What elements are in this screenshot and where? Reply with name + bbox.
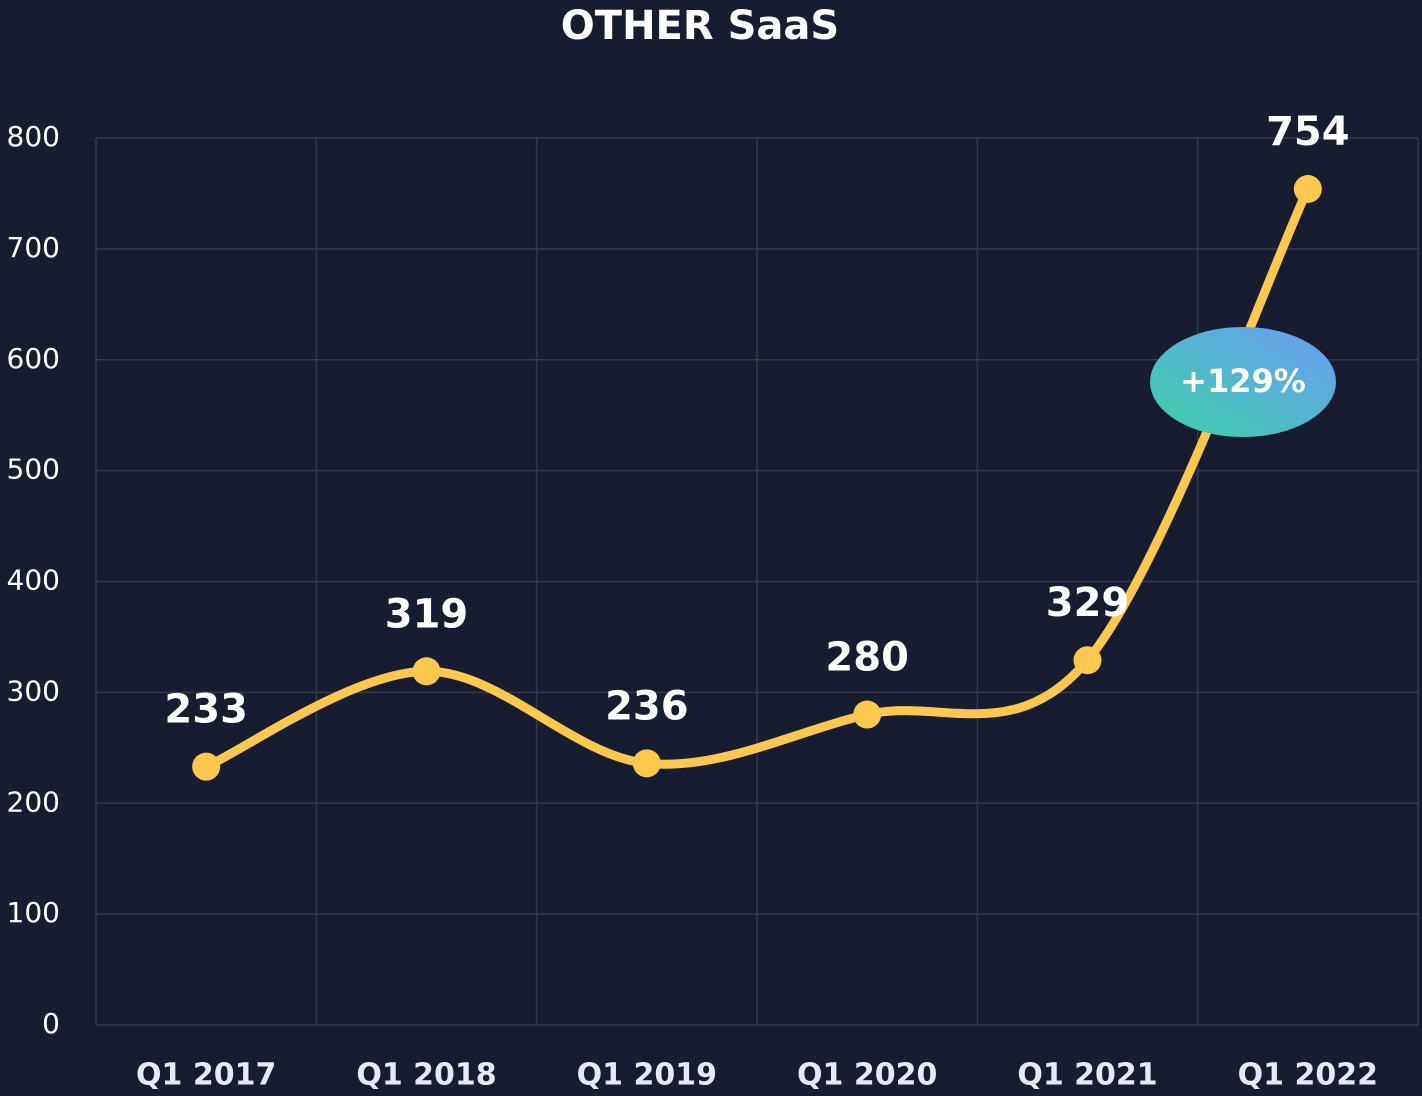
y-tick-label: 700 [7,231,60,264]
x-tick-label: Q1 2022 [1238,1058,1378,1093]
chart-title: OTHER SaaS [561,3,839,49]
y-tick-label: 0 [42,1007,60,1040]
data-label: 280 [825,635,909,681]
point [1073,646,1102,675]
x-tick-label: Q1 2019 [577,1058,717,1093]
y-tick-label: 600 [7,342,60,375]
y-tick-label: 200 [7,785,60,818]
y-tick-label: 500 [7,453,60,486]
y-tick-label: 800 [7,120,60,153]
data-label: 233 [164,687,248,733]
point [1293,175,1322,204]
point [412,657,441,686]
x-tick-label: Q1 2017 [136,1058,276,1093]
point [192,752,221,781]
data-label: 236 [605,683,689,729]
y-tick-label: 300 [7,674,60,707]
annotation-bubble [1150,327,1336,437]
data-label: 754 [1266,109,1350,155]
data-label: 319 [385,591,469,637]
data-label: 329 [1046,580,1130,626]
point [632,749,661,778]
point [853,700,882,729]
y-tick-label: 400 [7,564,60,597]
x-tick-label: Q1 2018 [356,1058,496,1093]
x-tick-label: Q1 2020 [797,1058,937,1093]
x-tick-label: Q1 2021 [1017,1058,1157,1093]
y-tick-label: 100 [7,896,60,929]
annotation: +129% [1180,362,1306,400]
